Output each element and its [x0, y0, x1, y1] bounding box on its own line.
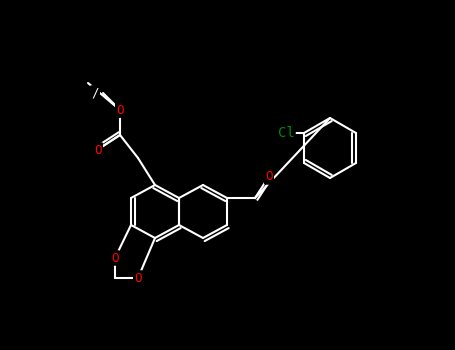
- Text: O: O: [116, 104, 124, 117]
- Text: O: O: [265, 170, 273, 183]
- Text: O: O: [111, 252, 119, 265]
- Text: O: O: [116, 104, 124, 117]
- Text: O: O: [94, 144, 102, 156]
- Text: /: /: [91, 86, 99, 99]
- Text: O: O: [134, 272, 142, 285]
- Text: Cl: Cl: [278, 126, 294, 140]
